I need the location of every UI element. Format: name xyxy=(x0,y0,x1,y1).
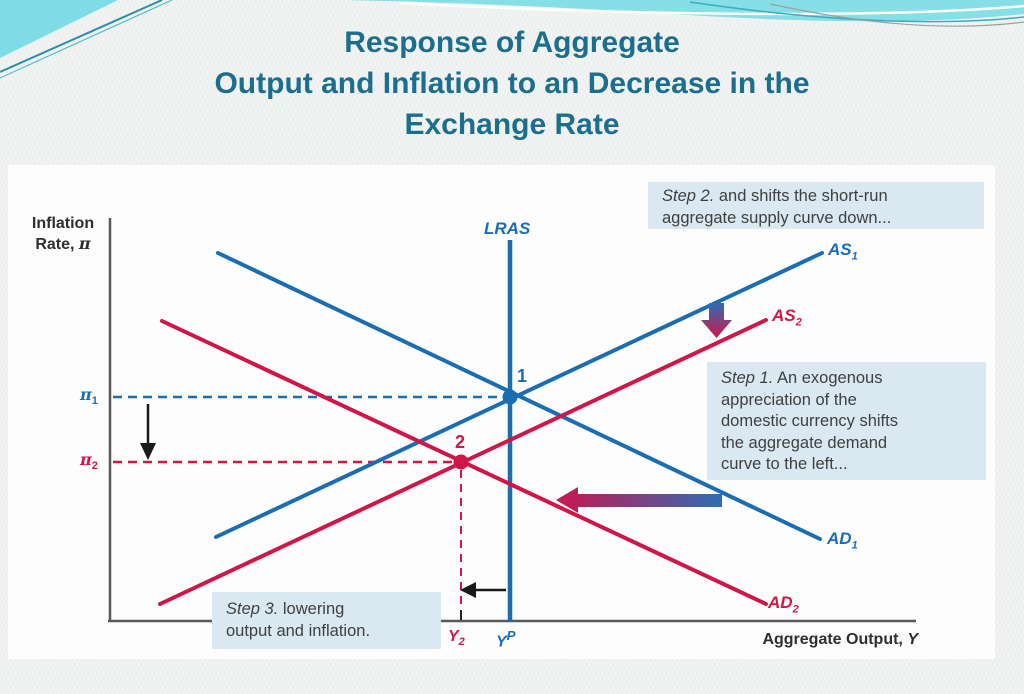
ad1-label: AD1 xyxy=(827,529,858,552)
step3-line2: output and inflation. xyxy=(226,621,371,640)
step1-line5: curve to the left... xyxy=(721,455,848,473)
point-1-label: 1 xyxy=(517,366,528,386)
title-line-3: Exchange Rate xyxy=(404,108,620,141)
y2-mark: Y2 xyxy=(448,628,465,649)
ad1-curve xyxy=(216,251,822,541)
lras-label: LRAS xyxy=(484,219,531,238)
y-axis-title-line2: Rate, π xyxy=(35,234,91,253)
swoosh-band xyxy=(345,0,1024,22)
swoosh-highlight-line xyxy=(399,1,1024,16)
y-variable-symbol: Y xyxy=(907,631,918,648)
pi-symbol: π xyxy=(78,234,91,253)
inflation-drop-arrow-icon xyxy=(140,404,156,460)
corner-line-decoration xyxy=(0,0,173,79)
adas-chart xyxy=(108,218,916,623)
step2-callout: Step 2. and shifts the short-run aggrega… xyxy=(648,182,984,229)
swoosh-gray-line xyxy=(769,3,1024,27)
step1-line3: domestic currency shifts xyxy=(721,412,898,430)
header-swoosh-decoration xyxy=(0,0,1024,79)
title-line-1: Response of Aggregate xyxy=(344,26,680,59)
step2-line1: Step 2. and shifts the short-run xyxy=(662,187,888,205)
step1-line4: the aggregate demand xyxy=(721,433,888,452)
ad-shift-left-arrow-icon xyxy=(556,487,722,513)
as1-label: AS1 xyxy=(828,240,858,263)
title-line-2: Output and Inflation to an Decrease in t… xyxy=(214,67,810,100)
step1-callout: Step 1. An exogenous appreciation of the… xyxy=(707,362,986,480)
swoosh-teal-line xyxy=(689,1,1024,23)
ad2-label: AD2 xyxy=(768,593,799,616)
corner-triangle-decoration xyxy=(0,0,118,58)
step1-line1: Step 1. An exogenous xyxy=(721,369,883,387)
yp-mark: YP xyxy=(496,628,516,651)
x-axis-title: Aggregate Output, Y xyxy=(762,631,918,648)
pi2-mark: π2 xyxy=(80,450,98,473)
equilibrium-point-2 xyxy=(453,454,469,470)
point-2-label: 2 xyxy=(455,432,466,452)
y-axis-title: Inflation Rate, π xyxy=(14,214,112,255)
corner-line-decoration xyxy=(0,0,163,73)
step2-line2: aggregate supply curve down... xyxy=(662,208,892,227)
step3-callout: Step 3. lowering output and inflation. xyxy=(212,592,441,649)
equilibrium-point-1 xyxy=(502,389,518,405)
slide-title: Response of Aggregate Output and Inflati… xyxy=(0,22,1024,145)
step3-line1: Step 3. lowering xyxy=(226,600,345,618)
as-shift-down-arrow-icon xyxy=(701,303,732,338)
output-drop-arrow-icon xyxy=(460,582,506,598)
step1-line2: appreciation of the xyxy=(721,390,857,409)
as2-label: AS2 xyxy=(772,306,802,329)
y-axis-title-line1: Inflation xyxy=(31,215,95,232)
pi1-mark: π1 xyxy=(80,385,98,408)
